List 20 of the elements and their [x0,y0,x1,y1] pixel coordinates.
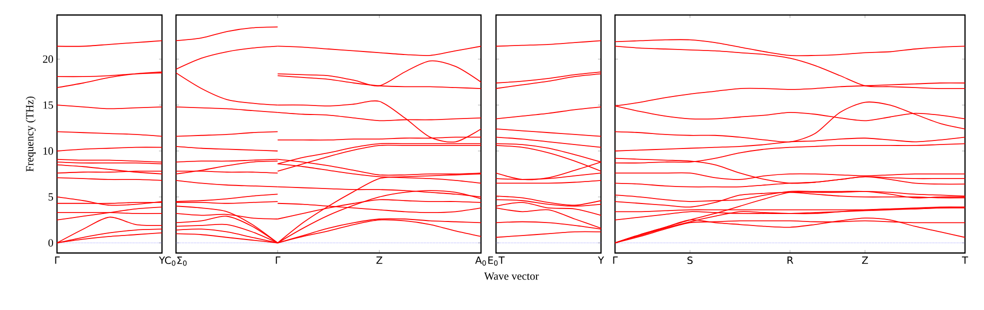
y-axis-title: Frequency (THz) [26,96,36,172]
y-tick-label: 5 [48,193,54,201]
y-tick-label: 20 [43,55,54,63]
x-tick-label: C$_{0}$Σ$_{0}$ [165,256,187,266]
x-tick-label: Y [158,256,166,264]
x-tick-label: Z [376,256,382,264]
x-axis-title: Wave vector [484,272,539,280]
y-tick-label: 10 [43,147,54,155]
x-tick-label: Γ [55,256,60,264]
x-tick-label: S [688,256,693,264]
y-tick-label: 15 [43,101,54,109]
x-tick-label: E$_{0}$T [488,256,505,266]
y-tick-label: 0 [48,239,54,247]
x-tick-label: Y [598,256,604,264]
x-tick-label: A$_{0}$ [475,256,486,266]
x-tick-label: Γ [276,256,280,264]
x-tick-label: T [962,256,968,264]
x-tick-label: R [788,256,794,264]
x-tick-label: Γ [613,256,618,264]
x-tick-label: Z [862,256,868,264]
